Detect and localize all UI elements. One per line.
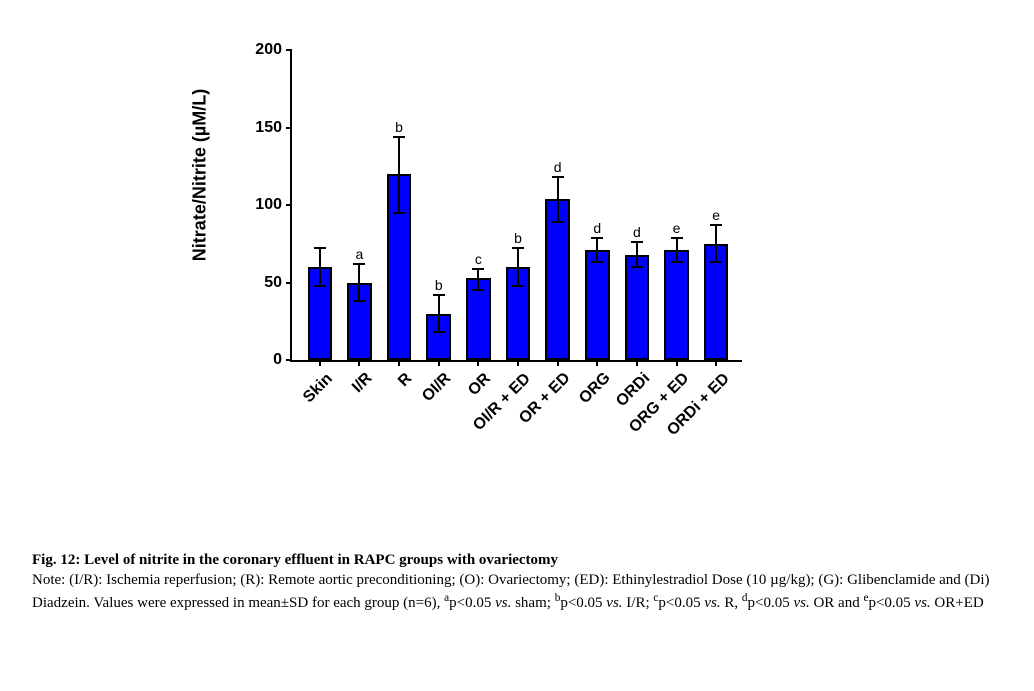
error-bar <box>477 269 479 291</box>
error-cap <box>710 261 722 263</box>
y-tick-label: 50 <box>252 274 282 292</box>
caption-title: Fig. 12: Level of nitrite in the coronar… <box>32 552 558 568</box>
error-cap <box>552 176 564 178</box>
significance-label: b <box>395 119 403 135</box>
x-tick <box>477 360 479 366</box>
y-tick-label: 150 <box>252 119 282 137</box>
vs-2: vs. <box>606 595 622 611</box>
error-cap <box>671 237 683 239</box>
error-cap <box>591 237 603 239</box>
chart-container: Nitrate/Nitrite (µM/L) 050100150200Skina… <box>180 20 820 520</box>
significance-label: e <box>712 207 720 223</box>
error-bar <box>557 177 559 222</box>
vs-4: vs. <box>793 595 809 611</box>
error-cap <box>393 212 405 214</box>
error-cap <box>512 285 524 287</box>
figure-caption: Fig. 12: Level of nitrite in the coronar… <box>32 550 1002 613</box>
x-tick-label: ORG <box>576 370 615 409</box>
significance-label: d <box>633 224 641 240</box>
significance-label: b <box>514 230 522 246</box>
x-tick <box>398 360 400 366</box>
error-bar <box>319 248 321 285</box>
error-cap <box>591 261 603 263</box>
y-tick <box>286 49 292 51</box>
error-bar <box>715 225 717 262</box>
sig-d-after: OR and <box>810 595 864 611</box>
plot-area: 050100150200SkinaI/RbRbOI/RcORbOI/R + ED… <box>290 50 742 362</box>
error-bar <box>636 242 638 267</box>
x-tick <box>715 360 717 366</box>
error-bar <box>676 238 678 263</box>
x-tick-label: R <box>395 370 416 391</box>
error-cap <box>472 289 484 291</box>
error-cap <box>314 285 326 287</box>
x-tick <box>596 360 598 366</box>
error-cap <box>512 247 524 249</box>
significance-label: e <box>673 220 681 236</box>
error-bar <box>398 137 400 213</box>
error-cap <box>631 266 643 268</box>
sig-a-after: sham; <box>511 595 554 611</box>
significance-label: a <box>356 246 364 262</box>
error-cap <box>433 294 445 296</box>
error-cap <box>314 247 326 249</box>
error-cap <box>353 263 365 265</box>
vs-1: vs. <box>495 595 511 611</box>
significance-label: d <box>593 220 601 236</box>
sig-b-txt: p<0.05 <box>560 595 606 611</box>
bar <box>585 250 610 360</box>
y-tick <box>286 282 292 284</box>
y-axis-label: Nitrate/Nitrite (µM/L) <box>190 89 211 261</box>
error-cap <box>472 268 484 270</box>
y-tick <box>286 127 292 129</box>
x-tick-label: I/R <box>349 370 376 397</box>
x-tick <box>676 360 678 366</box>
error-cap <box>353 300 365 302</box>
y-tick <box>286 204 292 206</box>
sig-c-txt: p<0.05 <box>658 595 704 611</box>
error-bar <box>596 238 598 263</box>
error-bar <box>358 264 360 301</box>
bar <box>664 250 689 360</box>
sig-c-after: R, <box>721 595 742 611</box>
x-tick <box>319 360 321 366</box>
error-cap <box>393 136 405 138</box>
sig-e-after: OR+ED <box>931 595 984 611</box>
y-tick-label: 0 <box>252 351 282 369</box>
sig-d-txt: p<0.05 <box>747 595 793 611</box>
x-tick <box>438 360 440 366</box>
x-tick-label: Skin <box>300 370 337 407</box>
x-tick-label: OI/R <box>419 370 455 406</box>
significance-label: b <box>435 277 443 293</box>
error-bar <box>438 295 440 332</box>
sig-e-txt: p<0.05 <box>868 595 914 611</box>
error-cap <box>631 241 643 243</box>
vs-3: vs. <box>704 595 720 611</box>
sig-b-after: I/R; <box>623 595 654 611</box>
x-tick <box>358 360 360 366</box>
significance-label: d <box>554 159 562 175</box>
error-cap <box>671 261 683 263</box>
error-cap <box>433 331 445 333</box>
error-cap <box>710 224 722 226</box>
x-tick <box>517 360 519 366</box>
x-tick-label: OR <box>465 370 495 400</box>
bar <box>625 255 650 360</box>
x-tick <box>636 360 638 366</box>
x-tick <box>557 360 559 366</box>
y-tick <box>286 359 292 361</box>
significance-label: c <box>475 251 482 267</box>
vs-5: vs. <box>914 595 930 611</box>
error-bar <box>517 248 519 285</box>
sig-a-txt: p<0.05 <box>449 595 495 611</box>
error-cap <box>552 221 564 223</box>
note-label: Note: <box>32 572 69 588</box>
y-tick-label: 200 <box>252 41 282 59</box>
y-tick-label: 100 <box>252 196 282 214</box>
